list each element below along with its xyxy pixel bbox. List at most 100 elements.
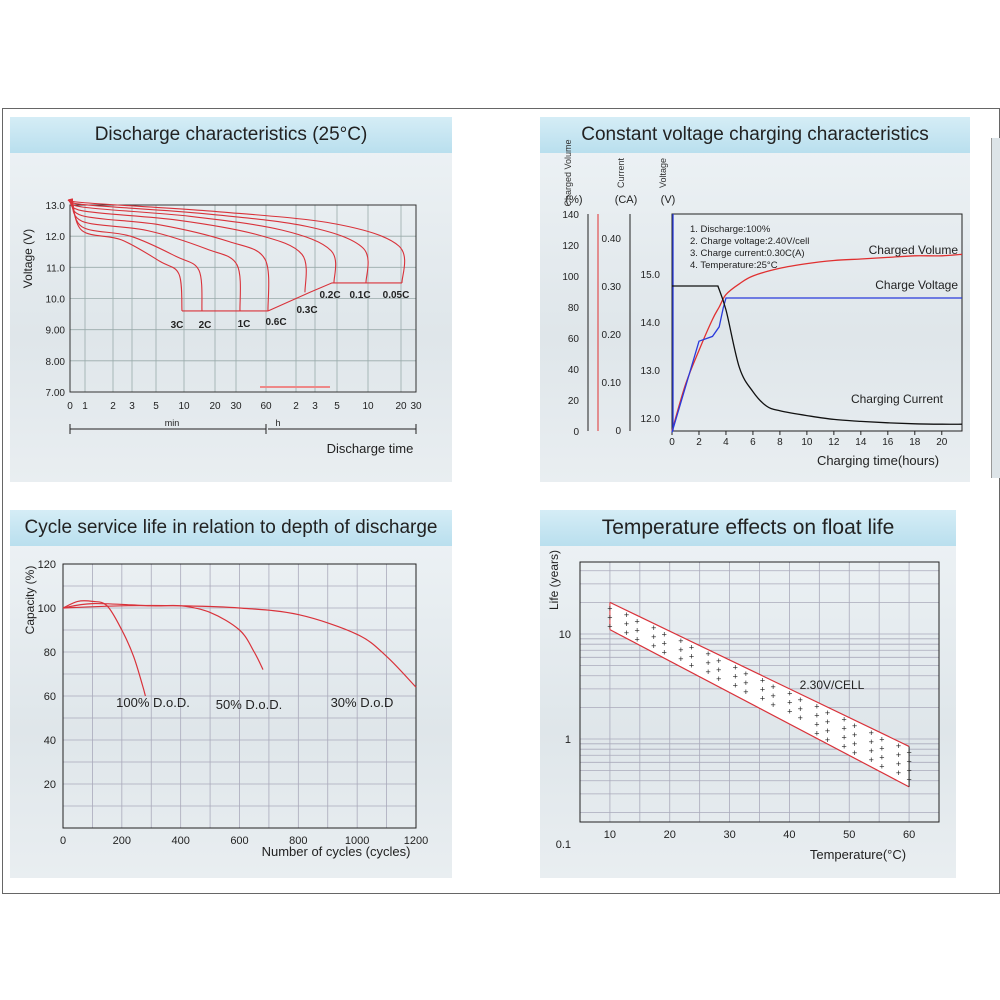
x-axis-label: Discharge time (327, 441, 414, 456)
x-tick-label: 20 (936, 437, 948, 448)
axis1-tick: 0 (573, 427, 579, 438)
band-plus-mark: + (634, 634, 639, 644)
rate-label: 0.1C (349, 290, 370, 301)
x-tick-label: 10 (801, 437, 813, 448)
x-tick-label: 8 (777, 437, 783, 448)
charged-volume-line (671, 253, 963, 432)
axis-title: Voltage (658, 158, 668, 188)
discharge-panel: Discharge characteristics (25°C) 13.0 12.… (10, 117, 452, 482)
x-tick-label: 40 (783, 829, 795, 841)
rate-label: 1C (238, 319, 251, 330)
band-plus-mark: + (879, 761, 884, 771)
band-plus-mark: + (770, 700, 775, 710)
band-plus-mark: + (852, 730, 857, 740)
band-plus-mark: + (651, 623, 656, 633)
x-tick-label: 600 (230, 835, 248, 847)
band-plus-mark: + (770, 691, 775, 701)
band-plus-mark: + (689, 661, 694, 671)
band-plus-mark: + (896, 768, 901, 778)
y-tick-label: 11.0 (46, 263, 65, 274)
plot-border (62, 563, 417, 829)
y-axis-label: Life (years) (547, 550, 561, 610)
x-tick-label: 800 (289, 835, 307, 847)
band-plus-mark: + (852, 748, 857, 758)
band-plus-mark: + (869, 755, 874, 765)
band-plus-mark: + (798, 713, 803, 723)
band-pattern: ++++++++++++++++++++++++++++++++++++++++… (607, 603, 911, 784)
axis1-tick: 100 (562, 272, 579, 283)
discharge-curve-3C (71, 198, 183, 312)
band-plus-mark: + (798, 695, 803, 705)
axis3-tick: 13.0 (641, 366, 661, 377)
series-label: 100% D.o.D. (116, 695, 190, 710)
band-plus-mark: + (896, 741, 901, 751)
band-plus-mark: + (787, 688, 792, 698)
x-tick-label: 16 (882, 437, 894, 448)
band-plus-mark: + (814, 729, 819, 739)
y-tick-label: 80 (44, 647, 56, 659)
axis2-tick: 0.30 (602, 282, 622, 293)
band-plus-mark: + (825, 735, 830, 745)
band-plus-mark: + (760, 675, 765, 685)
discharge-curve-1C (71, 198, 241, 312)
note-line: 3. Charge current:0.30C(A) (690, 248, 805, 259)
rate-label: 2C (199, 320, 212, 331)
axis3-tick: 15.0 (641, 270, 661, 281)
band-plus-mark: + (662, 630, 667, 640)
x-tick-label: 10 (604, 829, 616, 841)
x-tick-label: 2 (110, 401, 116, 412)
scrollbar[interactable] (991, 138, 1000, 478)
rate-label: 0.2C (319, 290, 340, 301)
temperature-title: Temperature effects on float life (540, 510, 956, 546)
note-line: 2. Charge voltage:2.40V/cell (690, 236, 809, 247)
axis3-tick: 14.0 (641, 318, 661, 329)
charged-volume-label: Charged Volume (869, 243, 959, 257)
rate-label: 0.05C (383, 290, 410, 301)
band-plus-mark: + (689, 652, 694, 662)
plot-border (69, 204, 417, 393)
charging-current-line (672, 285, 963, 425)
band-plus-mark: + (733, 671, 738, 681)
x-tick-label: 10 (178, 401, 190, 412)
axis2-tick: 0 (615, 426, 621, 437)
band-plus-mark: + (678, 654, 683, 664)
y-tick-label: 1 (565, 734, 571, 746)
band-plus-mark: + (906, 756, 911, 766)
band-plus-mark: + (716, 656, 721, 666)
axis-unit: (CA) (615, 194, 638, 206)
x-tick-label: 0 (60, 835, 66, 847)
discharge-chart: 13.012.011.010.09.008.007.000 1 2 3 5 10 20 30 6… (21, 198, 422, 456)
x-tick-label: 1 (82, 401, 88, 412)
axis2-tick: 0.40 (602, 234, 622, 245)
band-plus-mark: + (733, 662, 738, 672)
band-plus-mark: + (879, 752, 884, 762)
rate-label: 0.6C (265, 317, 286, 328)
x-tick-label: 5 (153, 401, 159, 412)
x-tick-label: 0 (669, 437, 675, 448)
y-tick-label: 100 (38, 603, 56, 615)
temperature-chart: 10 1 0.1 10 20 30 40 50 60 Life (years) Temperatur… (547, 550, 940, 862)
band-plus-mark: + (607, 612, 612, 622)
cycle-line-0 (62, 600, 146, 697)
band-plus-mark: + (841, 724, 846, 734)
charging-title: Constant voltage charging characteristic… (540, 117, 970, 153)
x-tick-label: 3 (129, 401, 135, 412)
discharge-curve-0.6C (71, 198, 270, 312)
x-tick-label: 20 (395, 401, 407, 412)
x-tick-label: 400 (171, 835, 189, 847)
band-plus-mark: + (743, 687, 748, 697)
y-tick-label: 40 (44, 735, 56, 747)
band-plus-mark: + (825, 717, 830, 727)
axis-unit: (V) (661, 194, 676, 206)
x-tick-label: 12 (828, 437, 840, 448)
rate-label: 3C (171, 320, 184, 331)
y-tick-label: 9.00 (46, 326, 66, 337)
axis3-tick: 12.0 (641, 414, 661, 425)
band-plus-mark: + (896, 750, 901, 760)
band-upper-edge (609, 601, 910, 747)
cycle-line-1 (62, 602, 264, 670)
band-plus-mark: + (841, 733, 846, 743)
y-tick-label: 13.0 (46, 201, 66, 212)
band-plus-mark: + (879, 743, 884, 753)
